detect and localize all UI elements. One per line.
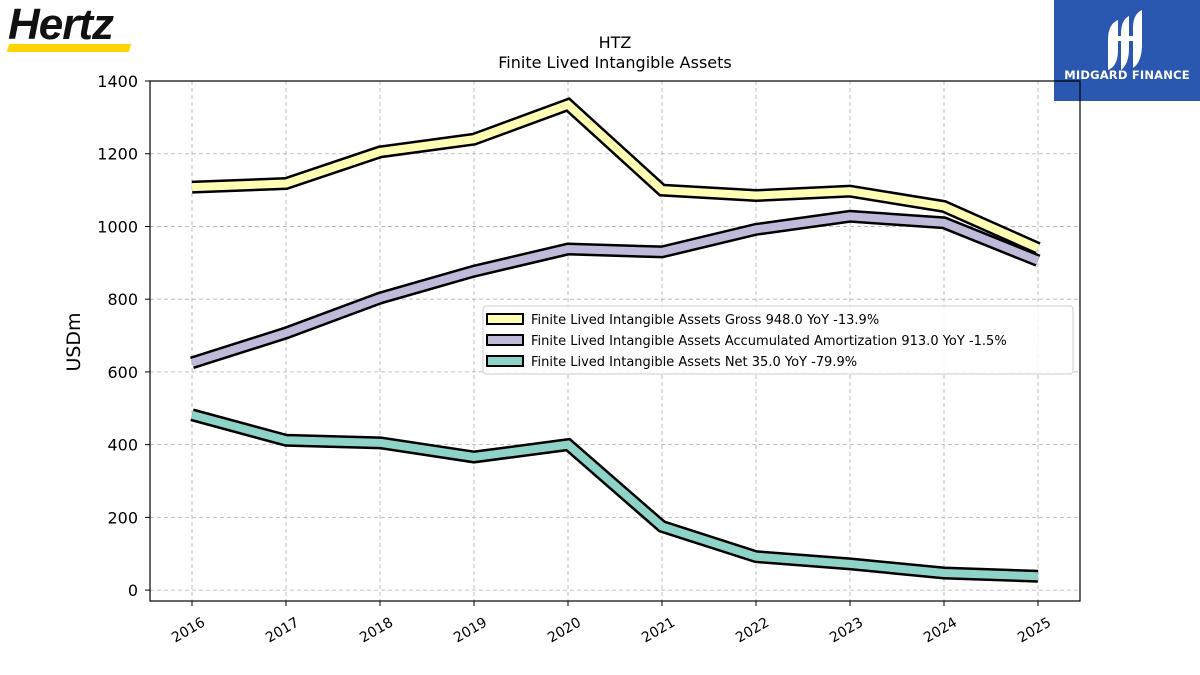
hertz-logo-text: Hertz [8, 0, 114, 49]
series-2 [190, 209, 1041, 370]
chart-title: HTZ [599, 33, 632, 52]
y-tick-label: 0 [128, 581, 138, 600]
midgard-emblem-icon [1108, 10, 1142, 70]
legend: Finite Lived Intangible Assets Gross 948… [482, 305, 1074, 375]
legend-swatch [486, 334, 524, 346]
midgard-logo-text: MIDGARD FINANCE [1064, 68, 1190, 82]
plot-frame [149, 80, 1081, 602]
x-tick-label: 2021 [639, 615, 678, 647]
legend-box [482, 305, 1074, 375]
x-tick-label: 2018 [357, 615, 396, 647]
legend-entry-1: Finite Lived Intangible Assets Gross 948… [486, 313, 879, 328]
x-tick-label: 2020 [545, 615, 584, 647]
series-1 [191, 97, 1041, 255]
legend-label: Finite Lived Intangible Assets Gross 948… [531, 313, 879, 328]
x-tick-label: 2019 [451, 615, 490, 647]
legend-entry-2: Finite Lived Intangible Assets Accumulat… [486, 334, 1007, 349]
x-tick-label: 2023 [827, 615, 866, 647]
legend-swatch [486, 313, 524, 325]
y-axis-label: USDm [63, 312, 85, 371]
y-tick-label: 200 [107, 508, 138, 527]
x-tick-label: 2024 [921, 615, 960, 647]
x-tick-label: 2025 [1015, 615, 1054, 647]
series-line [190, 410, 1039, 581]
y-tick-label: 1400 [97, 72, 138, 91]
series-line [190, 212, 1040, 367]
chart-subtitle: Finite Lived Intangible Assets [498, 53, 731, 72]
x-tick-label: 2017 [263, 615, 302, 647]
y-tick-label: 1000 [97, 217, 138, 236]
legend-entry-3: Finite Lived Intangible Assets Net 35.0 … [486, 355, 857, 370]
legend-label: Finite Lived Intangible Assets Accumulat… [531, 334, 1007, 349]
series-3 [190, 408, 1039, 583]
midgard-finance-logo: MIDGARD FINANCE [1054, 0, 1200, 101]
y-tick-label: 600 [107, 363, 138, 382]
legend-label: Finite Lived Intangible Assets Net 35.0 … [531, 355, 857, 370]
hertz-logo: Hertz [6, 2, 140, 54]
y-tick-label: 1200 [97, 145, 138, 164]
series-layer [190, 97, 1041, 583]
legend-swatch [486, 355, 524, 367]
y-tick-label: 800 [107, 290, 138, 309]
x-tick-label: 2022 [733, 615, 772, 647]
series-line [191, 100, 1040, 252]
y-tick-label: 400 [107, 436, 138, 455]
x-tick-label: 2016 [169, 615, 208, 647]
